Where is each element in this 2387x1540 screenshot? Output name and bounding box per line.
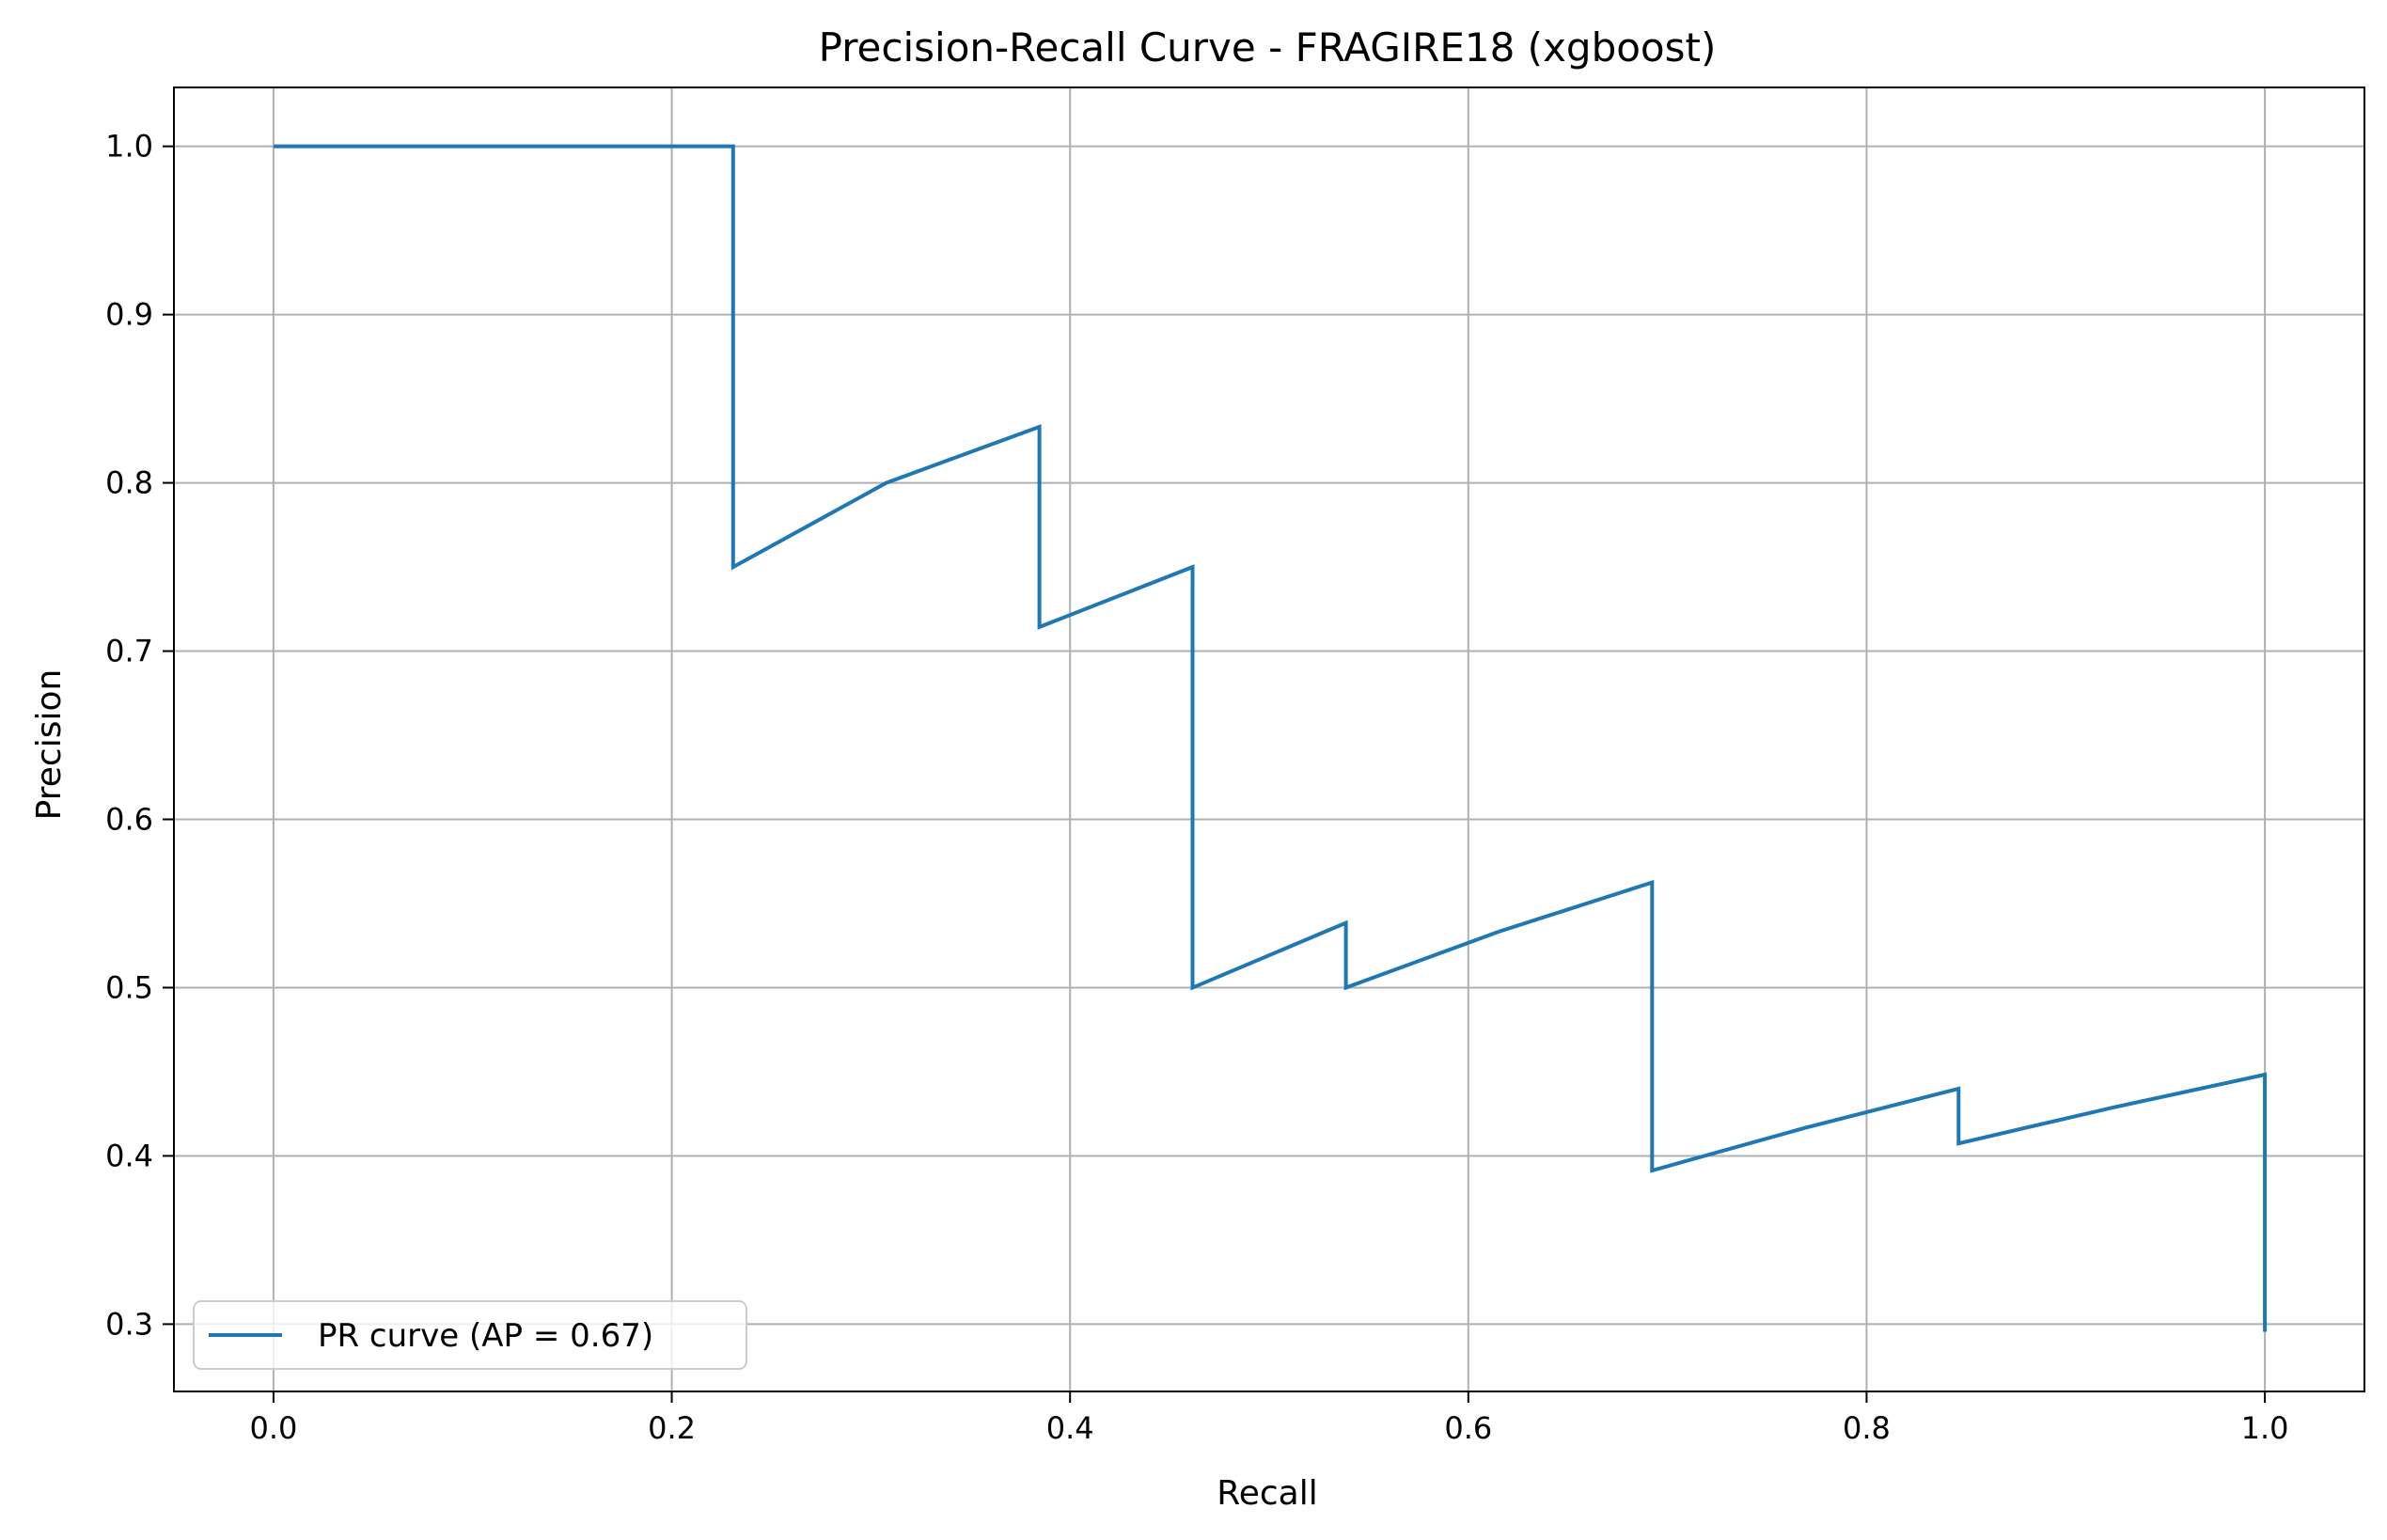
- y-tick-label: 0.5: [105, 969, 153, 1005]
- legend: PR curve (AP = 0.67): [193, 1300, 747, 1370]
- y-tick-label: 0.4: [105, 1138, 153, 1173]
- plot-frame: [173, 86, 2365, 1392]
- grid: [174, 87, 2364, 1391]
- y-tick-label: 0.7: [105, 634, 153, 669]
- legend-label: PR curve (AP = 0.67): [318, 1317, 653, 1355]
- x-tick-label: 0.2: [648, 1410, 696, 1446]
- x-axis-ticks: 0.0 0.2 0.4 0.6 0.8 1.0: [249, 1391, 2289, 1446]
- y-axis-ticks: 0.3 0.4 0.5 0.6 0.7 0.8 0.9 1.0: [105, 129, 174, 1342]
- x-tick-label: 0.8: [1843, 1410, 1891, 1446]
- x-tick-label: 0.6: [1444, 1410, 1492, 1446]
- legend-box: [193, 1300, 747, 1370]
- y-tick-label: 0.3: [105, 1306, 153, 1342]
- y-tick-label: 0.9: [105, 297, 153, 333]
- y-tick-label: 0.6: [105, 802, 153, 838]
- y-axis-label: Precision: [30, 669, 69, 821]
- x-tick-label: 0.4: [1046, 1410, 1094, 1446]
- chart-title: Precision-Recall Curve - FRAGIRE18 (xgbo…: [819, 24, 1717, 71]
- x-tick-label: 0.0: [249, 1410, 297, 1446]
- y-tick-label: 0.8: [105, 465, 153, 501]
- series-line: [273, 144, 2268, 1332]
- x-tick-label: 1.0: [2241, 1410, 2289, 1446]
- x-axis-label: Recall: [1217, 1474, 1317, 1513]
- series-layer: [273, 144, 2268, 1332]
- y-tick-label: 1.0: [105, 129, 153, 165]
